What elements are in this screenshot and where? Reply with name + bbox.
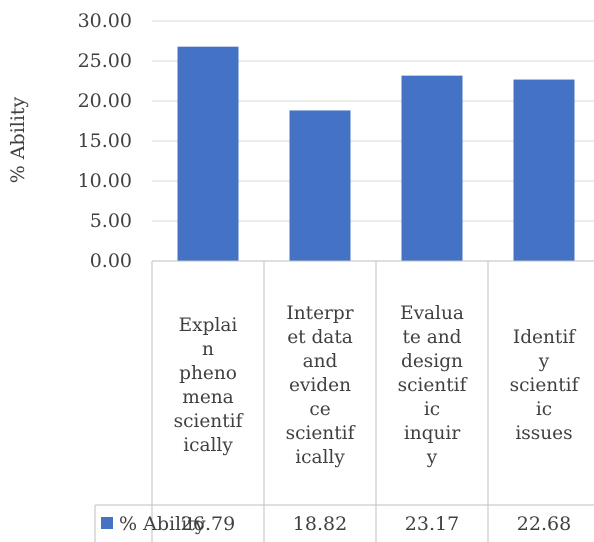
category-label: scientif <box>286 423 356 444</box>
category-label: ce <box>309 399 330 420</box>
category-label: ically <box>295 447 345 468</box>
y-tick-label: 20.00 <box>78 90 132 112</box>
category-label: eviden <box>289 375 351 396</box>
data-table-value: 23.17 <box>405 513 459 535</box>
data-table-value: 22.68 <box>517 513 571 535</box>
bar <box>289 110 351 261</box>
y-tick-label: 10.00 <box>78 170 132 192</box>
category-label: pheno <box>179 363 237 384</box>
category-label: Identif <box>513 327 576 348</box>
y-tick-label: 5.00 <box>90 210 132 232</box>
category-label: ic <box>424 399 440 420</box>
y-tick-label: 0.00 <box>90 250 132 272</box>
category-label: te and <box>402 327 461 348</box>
category-label: and <box>303 351 338 372</box>
category-label: scientif <box>510 375 580 396</box>
category-label: scientif <box>174 411 244 432</box>
category-label: inquir <box>404 423 461 444</box>
bar <box>401 75 463 261</box>
y-axis-ticks: 0.00 5.00 10.00 15.00 20.00 25.00 30.00 <box>78 10 132 272</box>
category-label: scientif <box>398 375 468 396</box>
legend-swatch <box>101 517 113 529</box>
category-label: mena <box>182 387 233 408</box>
category-label: Interpr <box>286 303 353 324</box>
data-table: Explai n pheno mena scientif ically Interpr et … <box>94 260 594 542</box>
bar <box>513 79 575 261</box>
bar <box>177 46 239 262</box>
y-tick-label: 25.00 <box>78 50 132 72</box>
category-label: n <box>202 339 214 360</box>
y-axis-title: % Ability <box>7 96 29 183</box>
y-tick-label: 30.00 <box>78 10 132 32</box>
category-label: ic <box>536 399 552 420</box>
category-label: ically <box>183 435 233 456</box>
category-label: design <box>401 351 463 372</box>
category-label: et data <box>287 327 353 348</box>
category-label: Explai <box>179 315 238 336</box>
data-table-value: 26.79 <box>181 513 235 535</box>
y-tick-label: 15.00 <box>78 130 132 152</box>
legend-label: % Ability <box>119 513 206 535</box>
category-label: y <box>538 351 550 372</box>
category-label: y <box>426 447 438 468</box>
bars <box>177 46 575 262</box>
category-label: Evalua <box>400 303 464 324</box>
category-label: issues <box>515 423 572 444</box>
data-table-value: 18.82 <box>293 513 347 535</box>
